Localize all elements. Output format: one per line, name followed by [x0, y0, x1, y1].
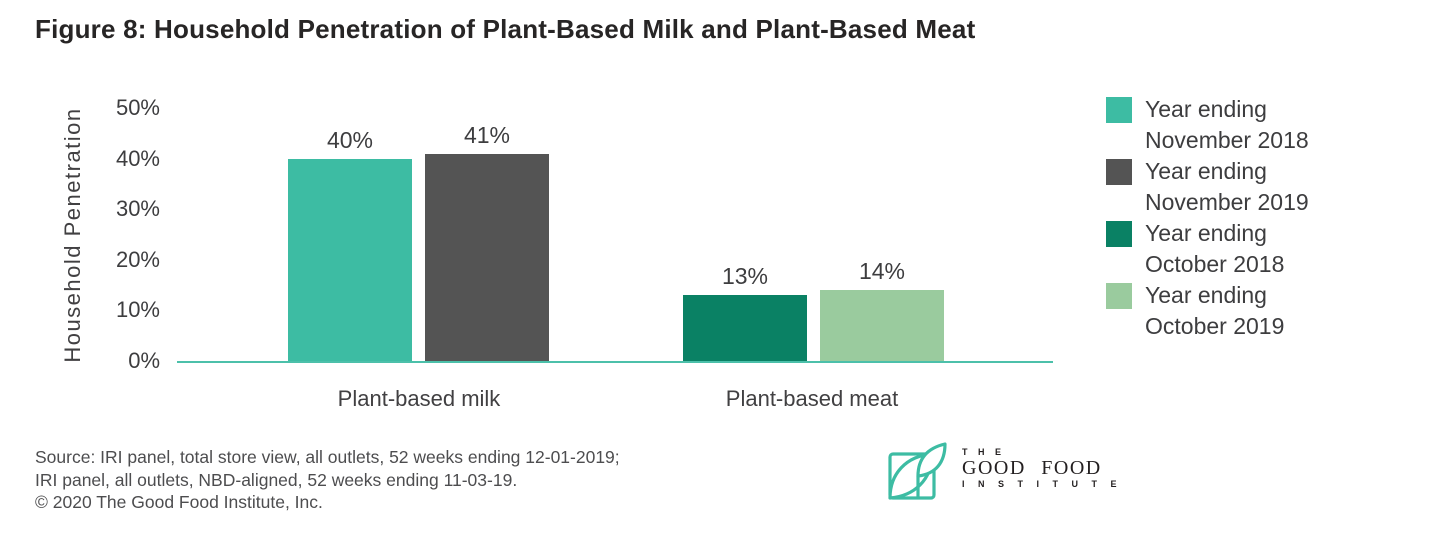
category-label-plant-based-meat: Plant-based meat: [725, 386, 899, 411]
source-line: Source: IRI panel, total store view, all…: [35, 447, 620, 467]
source-line: © 2020 The Good Food Institute, Inc.: [35, 492, 323, 512]
category-label-plant-based-milk: Plant-based milk: [337, 386, 501, 411]
bar-year-ending-october-2018: [683, 295, 807, 361]
legend: Year ending November 2018 Year ending Novem…: [1106, 94, 1309, 342]
bar-value-label: 14%: [858, 258, 906, 285]
bar-value-label: 40%: [326, 126, 374, 153]
bar-value-label: 41%: [463, 121, 511, 148]
gfi-logo-institute: I N S T I T U T E: [962, 479, 1123, 489]
legend-label: Year ending November 2019: [1145, 158, 1309, 215]
bar-year-ending-november-2019: [425, 153, 549, 361]
source-note: Source: IRI panel, total store view, all…: [35, 446, 620, 514]
y-tick-label: 30%: [115, 196, 160, 222]
bar-value-label: 13%: [721, 263, 769, 290]
y-tick-label: 40%: [115, 145, 160, 171]
bar-year-ending-october-2019: [820, 290, 944, 361]
y-axis-title: Household Penetration: [60, 107, 85, 363]
y-tick-label: 20%: [115, 246, 160, 272]
legend-label: Year ending October 2018: [1145, 220, 1285, 277]
legend-label: Year ending October 2019: [1145, 282, 1285, 339]
y-tick-label: 50%: [115, 95, 160, 120]
legend-item: Year ending November 2019: [1106, 156, 1309, 218]
source-line: IRI panel, all outlets, NBD-aligned, 52 …: [35, 469, 518, 490]
gfi-logo-the: T H E: [962, 447, 1006, 457]
gfi-logo-name: GOOD FOOD: [962, 457, 1102, 479]
legend-swatch: [1106, 283, 1132, 309]
figure-title: Figure 8: Household Penetration of Plant…: [35, 14, 976, 44]
legend-swatch: [1106, 159, 1132, 185]
x-axis-line: [177, 360, 1053, 363]
bar-year-ending-november-2018: [288, 158, 412, 361]
gfi-logo-text: T H E GOOD FOOD I N S T I T U T E: [962, 442, 1122, 489]
gfi-logo: T H E GOOD FOOD I N S T I T U T E: [888, 442, 1122, 500]
legend-swatch: [1106, 221, 1132, 247]
legend-item: Year ending October 2018: [1106, 218, 1309, 280]
legend-label: Year ending November 2018: [1145, 96, 1309, 153]
y-tick-label: 0%: [128, 348, 160, 373]
legend-swatch: [1106, 97, 1132, 123]
gfi-leaf-icon: [888, 442, 947, 500]
legend-item: Year ending November 2018: [1106, 94, 1309, 156]
legend-item: Year ending October 2019: [1106, 280, 1309, 342]
y-tick-label: 10%: [115, 297, 160, 323]
